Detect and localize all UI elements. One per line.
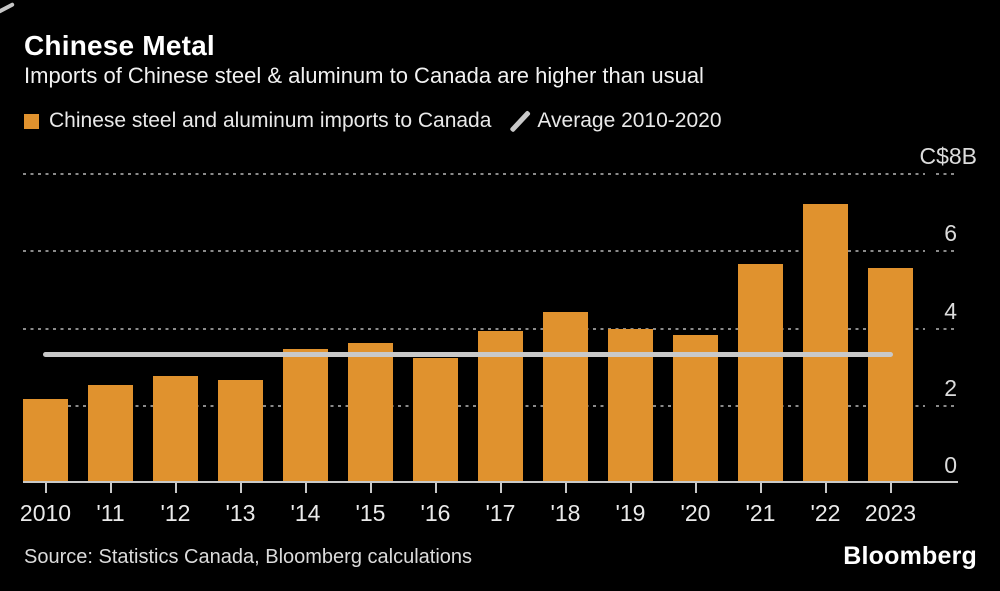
y-axis-label-6: 6 [944, 220, 957, 246]
x-tick-2023 [889, 483, 892, 493]
y-axis-label-4: 4 [944, 298, 957, 324]
chart-title: Chinese Metal [24, 30, 215, 61]
x-axis-label-21: '21 [745, 500, 776, 526]
x-axis-label-17: '17 [485, 500, 516, 526]
x-tick-22 [824, 483, 827, 493]
x-tick-19 [629, 483, 632, 493]
x-tick-11 [109, 483, 112, 493]
x-axis-label-13: '13 [225, 500, 256, 526]
x-tick-14 [304, 483, 307, 493]
x-axis-label-11: '11 [96, 500, 125, 526]
y-axis-label-2: 2 [944, 375, 957, 401]
legend: Chinese steel and aluminum imports to Ca… [24, 108, 722, 134]
y-axis-label-0: 0 [944, 452, 957, 478]
x-tick-16 [434, 483, 437, 493]
x-tick-21 [759, 483, 762, 493]
bar-2023 [868, 267, 913, 482]
series-swatch-icon [24, 113, 39, 129]
bar-11 [88, 385, 133, 482]
x-tick-12 [174, 483, 177, 493]
x-axis-label-2010: 2010 [19, 500, 72, 526]
legend-average-label: Average 2010-2020 [537, 109, 722, 132]
gridline-8 [23, 173, 925, 175]
bar-21 [738, 263, 783, 482]
x-axis-label-16: '16 [420, 500, 451, 526]
gridline-2 [23, 405, 925, 407]
x-axis-label-14: '14 [290, 500, 321, 526]
bar-20 [673, 335, 718, 482]
gridline-4 [23, 328, 925, 330]
legend-series-label: Chinese steel and aluminum imports to Ca… [49, 109, 492, 132]
bar-15 [348, 342, 393, 482]
gridline-6 [23, 250, 925, 252]
x-axis-label-18: '18 [550, 500, 581, 526]
gridline-stub-8 [936, 173, 955, 175]
source-note: Source: Statistics Canada, Bloomberg cal… [24, 546, 473, 568]
x-axis-label-20: '20 [680, 500, 711, 526]
bloomberg-logo: Bloomberg [843, 542, 977, 570]
x-tick-17 [499, 483, 502, 493]
gridline-stub-2 [936, 405, 955, 407]
average-line [43, 352, 893, 358]
bar-16 [413, 358, 458, 482]
x-tick-2010 [44, 483, 47, 493]
x-axis-label-15: '15 [355, 500, 386, 526]
x-tick-18 [564, 483, 567, 493]
x-axis-label-19: '19 [615, 500, 646, 526]
bar-18 [543, 312, 588, 482]
y-axis-label-8: C$8B [919, 143, 977, 169]
bar-2010 [23, 398, 68, 482]
x-axis-label-12: '12 [160, 500, 191, 526]
x-axis-label-2023: 2023 [864, 500, 917, 526]
x-axis-line [23, 481, 958, 483]
chart-subtitle: Imports of Chinese steel & aluminum to C… [24, 63, 704, 88]
bar-14 [283, 348, 328, 482]
x-tick-15 [369, 483, 372, 493]
bar-13 [218, 379, 263, 482]
x-tick-13 [239, 483, 242, 493]
bar-12 [153, 375, 198, 482]
x-axis-label-22: '22 [810, 500, 841, 526]
bar-22 [803, 203, 848, 482]
gridline-stub-4 [936, 328, 955, 330]
gridline-stub-6 [936, 250, 955, 252]
x-tick-20 [694, 483, 697, 493]
